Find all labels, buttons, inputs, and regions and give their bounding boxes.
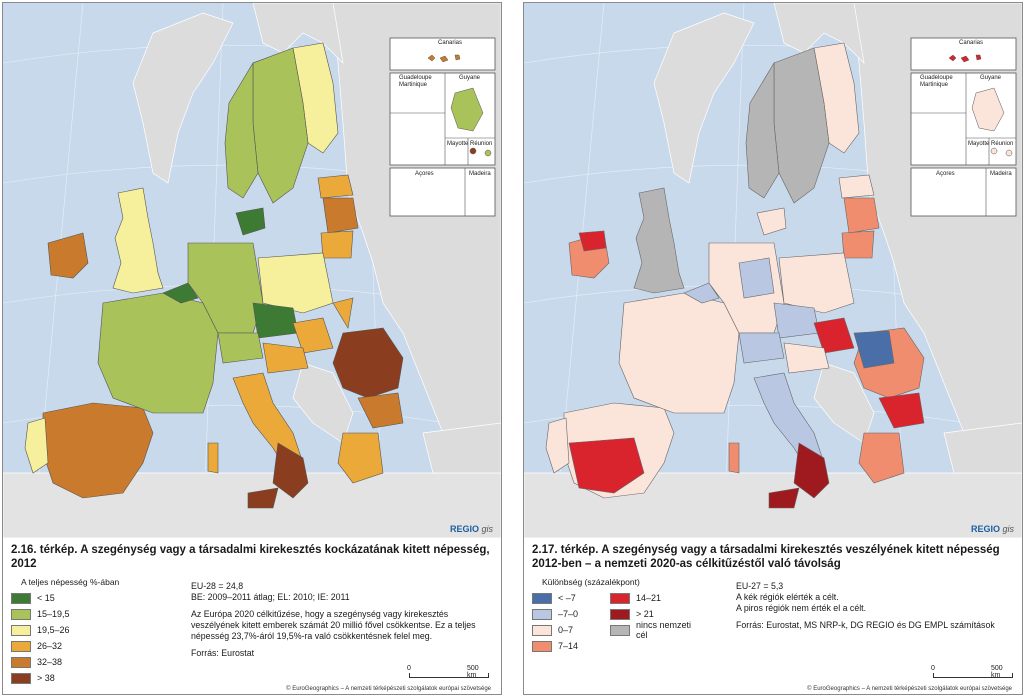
region-central [187,242,354,374]
legend-item: < –7 [532,590,606,606]
note-exceptions: BE: 2009–2011 átlag; EL: 2010; IE: 2011 [191,592,350,602]
inset-label-acores: Açores [936,171,955,177]
regio-gis-logo: REGIO gis [970,524,1014,534]
region-british-isles [568,187,685,294]
legend-item: nincs nemzeti cél [610,620,700,640]
note-source: Forrás: Eurostat [191,648,255,658]
legend-item: 14–21 [610,590,700,606]
inset-label-canarias: Canarias [438,40,463,46]
note-source: Forrás: Eurostat, MS NRP-k, DG REGIO és … [736,620,995,630]
inset-shapes [427,54,492,157]
region-iberia [24,402,154,499]
legend-title: Különbség (százalékpont) [542,577,640,587]
legend-item: > 38 [11,670,171,686]
inset-dividers [390,73,495,216]
map-area: Canarias Guadeloupe Martinique Guyane Ma… [524,3,1022,538]
map-legend: A teljes népesség %-ában < 15 15–19,5 19… [11,577,171,686]
region-south-east [332,327,404,484]
inset-boxes [910,37,1017,217]
inset-label-mayotte: Mayotte [447,141,469,147]
map-notes: EU-27 = 5,3 A kék régiók elérték a célt.… [736,581,1016,631]
inset-shapes [948,54,1013,157]
scale-bar: 0 500 km [929,665,1013,681]
note-red-regions: A piros régiók nem érték el a célt. [736,603,867,613]
inset-dividers [911,73,1016,216]
map-panel-distance-to-target: Canarias Guadeloupe Martinique Guyane Ma… [523,2,1023,695]
region-italy [207,372,309,509]
legend-swatch [11,640,31,652]
legend-title: A teljes népesség %-ában [21,577,120,587]
inset-label-guyane: Guyane [980,75,1002,81]
legend-item: –7–0 [532,606,606,622]
region-south-east [853,327,925,484]
note-blue-regions: A kék régiók elérték a célt. [736,592,839,602]
note-eu-average: EU-27 = 5,3 [736,581,784,591]
legend-swatch [11,672,31,684]
legend-swatch [532,640,552,652]
legend-swatch [11,656,31,668]
inset-label-martinique: Martinique [399,82,428,88]
legend-swatch [610,592,630,604]
legend-item: 15–19,5 [11,606,171,622]
regio-gis-logo: REGIO gis [449,524,493,534]
legend-item: 32–38 [11,654,171,670]
region-france [618,282,740,414]
inset-label-madeira: Madeira [990,171,1012,177]
inset-label-reunion: Réunion [991,141,1014,147]
region-british-isles [47,187,164,294]
region-france [97,282,219,414]
legend-item: 7–14 [532,638,606,654]
inset-label-madeira: Madeira [469,171,491,177]
region-nordic [224,42,359,259]
map-legend: Különbség (százalékpont) < –7 14–21 –7–0… [532,577,732,654]
legend-swatch [532,624,552,636]
inset-label-guadeloupe: Guadeloupe [920,75,953,81]
legend-item: > 21 [610,606,700,622]
inset-label-guyane: Guyane [459,75,481,81]
legend-item: 26–32 [11,638,171,654]
map-caption: 2.16. térkép. A szegénység vagy a társad… [11,544,490,570]
legend-item: 0–7 [532,622,606,638]
inset-label-mayotte: Mayotte [968,141,990,147]
region-italy [728,372,830,509]
note-target: Az Európa 2020 célkitűzése, hogy a szegé… [191,609,476,641]
legend-swatch [532,608,552,620]
legend-item: < 15 [11,590,171,606]
map-panel-poverty-risk: Canarias Guadeloupe Martinique Guyane Ma… [2,2,502,695]
legend-swatch [532,592,552,604]
region-nordic [745,42,880,259]
legend-swatch [11,608,31,620]
inset-label-canarias: Canarias [959,40,984,46]
legend-swatch [610,608,630,620]
region-central [708,242,855,374]
inset-label-martinique: Martinique [920,82,949,88]
inset-label-reunion: Réunion [470,141,493,147]
scale-bar: 0 500 km [405,665,489,681]
map-caption: 2.17. térkép. A szegénység vagy a társad… [532,544,1000,570]
inset-label-guadeloupe: Guadeloupe [399,75,432,81]
legend-swatch [11,592,31,604]
copyright-text: © EuroGeographics – A nemzeti térképésze… [807,686,1012,692]
region-iberia [545,402,675,499]
map-notes: EU-28 = 24,8 BE: 2009–2011 átlag; EL: 20… [191,581,491,659]
note-eu-average: EU-28 = 24,8 [191,581,244,591]
choropleth-map [524,3,1022,538]
legend-swatch [610,624,630,636]
inset-label-acores: Açores [415,171,434,177]
choropleth-map [3,3,501,538]
inset-boxes [389,37,496,217]
map-area: Canarias Guadeloupe Martinique Guyane Ma… [3,3,501,538]
legend-swatch [11,624,31,636]
legend-item: 19,5–26 [11,622,171,638]
copyright-text: © EuroGeographics – A nemzeti térképésze… [286,686,491,692]
